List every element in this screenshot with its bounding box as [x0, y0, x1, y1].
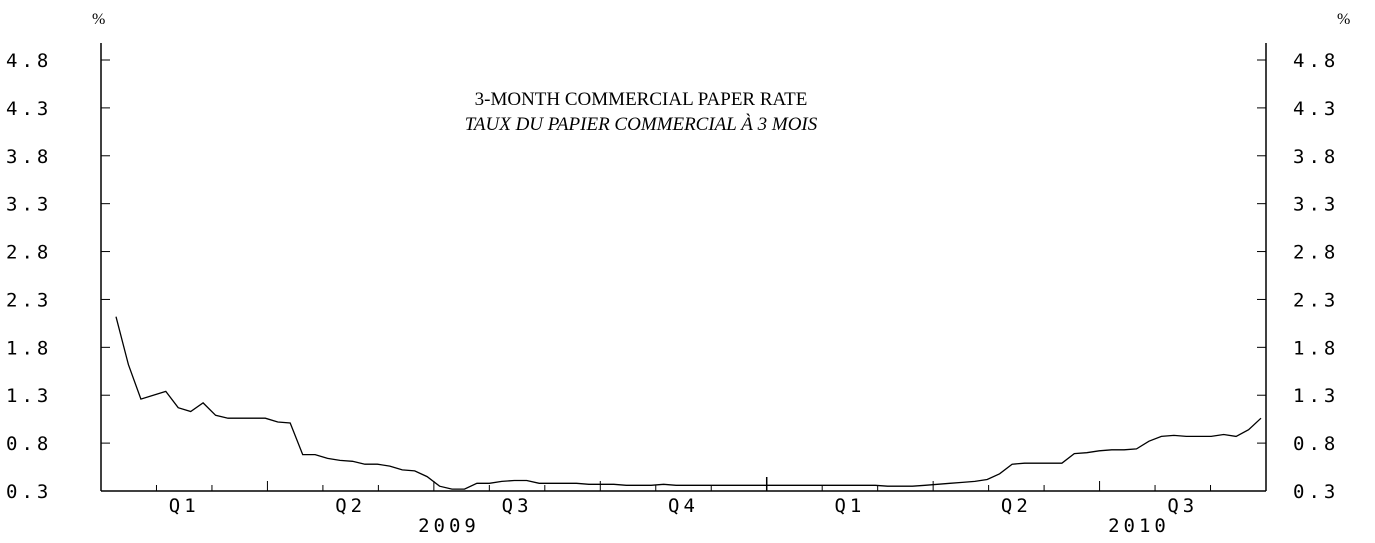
- x-year-label: 2009: [418, 515, 480, 537]
- y-tick-label-left: 1.3: [6, 385, 52, 407]
- chart-title: 3-MONTH COMMERCIAL PAPER RATE: [475, 89, 808, 110]
- y-tick-label-left: 2.8: [6, 242, 52, 264]
- y-tick-label-right: 4.8: [1293, 50, 1339, 72]
- right-unit-label: %: [1337, 11, 1350, 28]
- x-ticks: Q1 Q2 Q3 Q4 Q1 Q2 Q3 2009 2010: [155, 477, 1212, 537]
- x-quarter-label: Q1: [169, 495, 200, 517]
- y-tick-label-left: 4.3: [6, 98, 52, 120]
- y-tick-label-left: 2.3: [6, 289, 52, 311]
- y-tick-label-right: 0.3: [1293, 481, 1339, 503]
- left-unit-label: %: [92, 11, 105, 28]
- y-ticks-left: 4.8 4.3 3.8 3.3 2.8 2.3 1.8 1.3 0.8 0.3: [6, 50, 110, 503]
- y-tick-label-left: 0.3: [6, 481, 52, 503]
- y-tick-label-right: 0.8: [1293, 433, 1339, 455]
- x-quarter-label: Q3: [1167, 495, 1198, 517]
- x-quarter-label: Q4: [668, 495, 699, 517]
- series-line: [115, 316, 1262, 490]
- y-tick-label-right: 1.3: [1293, 385, 1339, 407]
- y-tick-label-right: 2.3: [1293, 289, 1339, 311]
- y-tick-label-left: 0.8: [6, 433, 52, 455]
- x-quarter-label: Q2: [335, 495, 366, 517]
- y-tick-label-right: 4.3: [1293, 98, 1339, 120]
- y-tick-label-left: 1.8: [6, 337, 52, 359]
- y-tick-label-right: 2.8: [1293, 242, 1339, 264]
- y-tick-label-left: 3.8: [6, 146, 52, 168]
- x-year-label: 2010: [1108, 515, 1170, 537]
- x-quarter-label: Q3: [502, 495, 533, 517]
- y-tick-label-right: 1.8: [1293, 337, 1339, 359]
- chart-subtitle: TAUX DU PAPIER COMMERCIAL À 3 MOIS: [465, 113, 818, 135]
- series-group: [115, 316, 1262, 490]
- y-tick-label-right: 3.3: [1293, 194, 1339, 216]
- y-tick-label-right: 3.8: [1293, 146, 1339, 168]
- y-ticks-right: 4.8 4.3 3.8 3.3 2.8 2.3 1.8 1.3 0.8 0.3: [1257, 50, 1339, 503]
- x-quarter-label: Q1: [834, 495, 865, 517]
- x-quarter-label: Q2: [1001, 495, 1032, 517]
- y-tick-label-left: 4.8: [6, 50, 52, 72]
- y-tick-label-left: 3.3: [6, 194, 52, 216]
